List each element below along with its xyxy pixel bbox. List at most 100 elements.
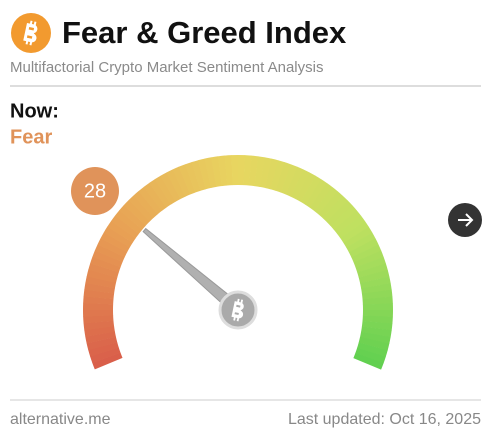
arc-segment	[97, 238, 128, 258]
arc-segment	[359, 331, 391, 344]
arc-segment	[361, 320, 393, 331]
arc-segment	[351, 244, 382, 263]
now-label: Now:	[10, 100, 59, 122]
arc-segment	[343, 226, 373, 248]
arc-segment	[143, 182, 167, 211]
value-bubble	[71, 167, 119, 215]
arc-segment	[248, 155, 259, 187]
last-updated: Last updated: Oct 16, 2025	[288, 411, 481, 428]
logo-glyph	[23, 20, 38, 46]
arc-segment	[111, 215, 139, 239]
arc-segment	[353, 352, 384, 370]
arc-segment	[103, 226, 133, 248]
arc-segment	[309, 183, 333, 211]
classification: Fear	[10, 126, 52, 148]
arc-segment	[83, 320, 115, 331]
arc-segment	[362, 296, 393, 305]
arc-segment	[85, 331, 116, 344]
arc-segment	[128, 195, 154, 222]
arc-segment	[172, 166, 191, 197]
arc-segment	[280, 164, 298, 195]
arc-segment	[166, 169, 186, 200]
arc-segment	[119, 205, 147, 230]
glyph-hole	[236, 304, 241, 308]
hub-glyph	[231, 298, 244, 322]
arc-segment	[361, 326, 392, 338]
arc-segment	[357, 342, 388, 357]
arc-segment	[305, 179, 328, 208]
arc-segment	[314, 187, 338, 215]
arc-segment	[217, 155, 228, 187]
arc-segment	[100, 232, 130, 253]
arc-segment	[355, 347, 386, 364]
arc-segment	[326, 200, 353, 226]
arc-segment	[107, 220, 136, 243]
next-button[interactable]	[448, 203, 482, 237]
arc-segment	[133, 191, 158, 218]
source: alternative.me	[10, 411, 111, 428]
arc-segment	[84, 282, 115, 294]
arc-segment	[191, 160, 206, 191]
arc-segment	[285, 166, 304, 197]
arc-segment	[115, 210, 143, 234]
arc-segment	[238, 155, 246, 186]
glyph-bar	[233, 298, 240, 321]
arc-segment	[362, 310, 393, 318]
arc-segment	[358, 269, 390, 284]
arc-segment	[340, 221, 369, 244]
arc-segment	[348, 238, 379, 258]
arc-segment	[92, 250, 123, 268]
arc-segment	[84, 326, 115, 337]
arc-segment	[346, 232, 376, 253]
arc-segment	[265, 158, 279, 190]
glyph-hole	[234, 312, 239, 316]
arc-segment	[149, 179, 172, 208]
arc-segment	[259, 157, 272, 189]
gauge-arc	[83, 155, 393, 370]
arc-segment	[224, 155, 233, 186]
arc-segment	[295, 172, 316, 202]
arc-segment	[353, 250, 384, 268]
arc-segment	[83, 289, 115, 300]
arc-segment	[138, 186, 163, 215]
arc-segment	[204, 157, 217, 188]
arc-segment	[290, 169, 310, 200]
bitcoin-logo	[11, 13, 51, 53]
arc-segment	[197, 158, 212, 190]
arc-segment	[88, 263, 119, 278]
arc-segment	[358, 337, 390, 351]
needle-hub	[218, 290, 258, 330]
arc-segment	[154, 175, 176, 205]
glyph-bar	[236, 299, 244, 322]
arc-segment	[362, 303, 393, 311]
arc-segment	[178, 164, 196, 195]
arc-segment	[318, 191, 343, 219]
arc-segment	[86, 269, 118, 283]
next-arrow	[458, 213, 474, 227]
arc-segment	[90, 347, 121, 364]
value-label: 28	[84, 180, 106, 202]
arc-segment	[330, 205, 357, 230]
arc-segment	[361, 283, 392, 294]
arc-segment	[357, 263, 388, 278]
arc-segment	[211, 156, 222, 187]
arc-segment	[83, 302, 114, 310]
title: Fear & Greed Index	[62, 15, 347, 50]
arc-segment	[300, 175, 322, 205]
arc-segment	[333, 210, 362, 235]
arc-segment	[184, 162, 201, 193]
arc-segment	[85, 276, 117, 289]
arc-segment	[254, 156, 266, 187]
arc-segment	[355, 256, 386, 273]
arc-segment	[160, 172, 181, 202]
arc-segment	[322, 195, 348, 222]
arc-segment	[361, 289, 393, 300]
arc-segment	[270, 160, 285, 191]
arc-segment	[231, 155, 239, 186]
arc-segment	[337, 215, 366, 239]
subtitle: Multifactorial Crypto Market Sentiment A…	[10, 59, 323, 76]
arc-segment	[94, 244, 125, 263]
arc-segment	[123, 200, 150, 226]
